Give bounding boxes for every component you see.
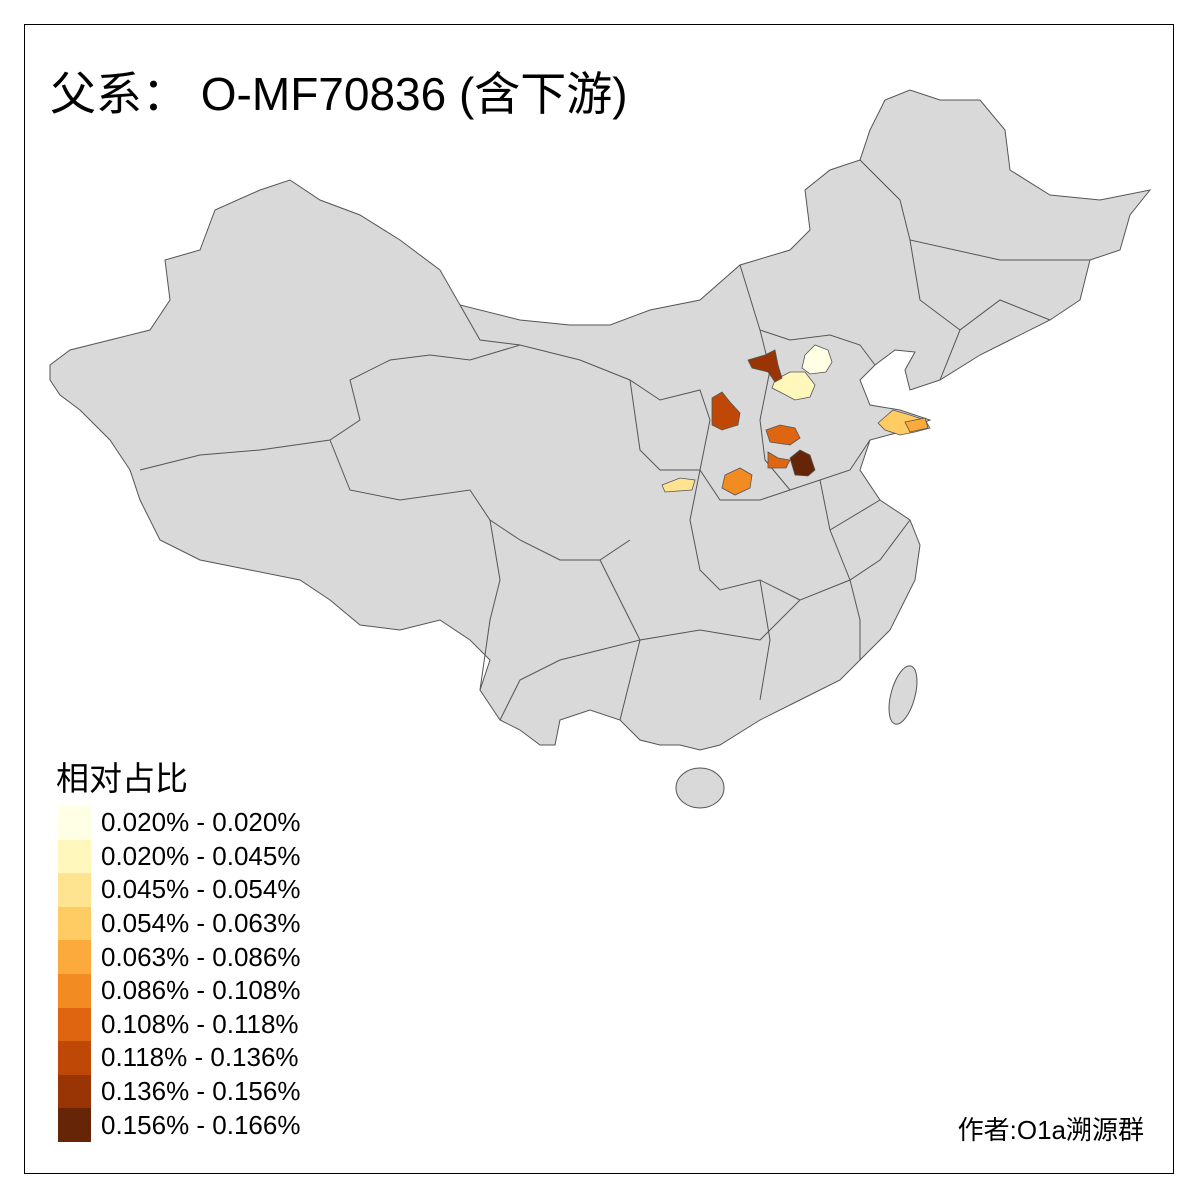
legend-swatch	[58, 906, 91, 941]
hainan-island	[675, 767, 725, 809]
legend-label: 0.156% - 0.166%	[101, 1109, 301, 1140]
highlighted-region	[765, 424, 801, 446]
highlighted-region	[904, 417, 929, 433]
legend-swatch	[58, 940, 91, 974]
legend-item: 0.108% - 0.118%	[58, 1007, 300, 1042]
highlighted-region	[747, 349, 783, 383]
legend-label: 0.136% - 0.156%	[101, 1076, 301, 1107]
legend-item: 0.020% - 0.045%	[58, 839, 301, 874]
legend-swatch	[58, 839, 91, 874]
legend-label: 0.045% - 0.054%	[101, 874, 301, 905]
legend-item: 0.118% - 0.136%	[58, 1041, 300, 1075]
legend-swatch	[58, 973, 91, 1008]
legend-label: 0.054% - 0.063%	[101, 908, 301, 939]
legend-item: 0.020% - 0.020%	[58, 806, 300, 840]
legend-label: 0.020% - 0.020%	[101, 807, 301, 838]
legend-item: 0.045% - 0.054%	[58, 873, 300, 907]
legend-title: 相对占比	[56, 760, 188, 797]
legend-item: 0.136% - 0.156%	[58, 1074, 301, 1109]
legend-swatch	[58, 1074, 91, 1109]
legend-swatch	[58, 806, 91, 840]
legend-label: 0.086% - 0.108%	[101, 975, 301, 1006]
highlighted-region	[789, 449, 816, 477]
map-base	[49, 89, 1152, 809]
highlighted-region	[661, 477, 696, 493]
legend-item: 0.086% - 0.108%	[58, 973, 301, 1008]
highlighted-region	[721, 467, 753, 496]
highlighted-region	[767, 451, 791, 469]
legend-label: 0.108% - 0.118%	[101, 1008, 299, 1039]
legend-swatch	[58, 1041, 91, 1075]
legend-item: 0.054% - 0.063%	[58, 906, 301, 941]
map-frame	[24, 24, 1174, 1174]
legend-label: 0.063% - 0.086%	[101, 941, 301, 972]
map-title: 父系： O-MF70836 (含下游)	[50, 68, 628, 120]
province-borders	[139, 159, 1090, 721]
author-credit: 作者:O1a溯源群	[957, 1115, 1144, 1145]
legend-swatch	[58, 873, 91, 907]
highlighted-regions	[661, 344, 931, 496]
legend-swatch	[58, 1007, 91, 1042]
legend-label: 0.118% - 0.136%	[101, 1042, 299, 1073]
legend: 0.020% - 0.020% 0.020% - 0.045% 0.045% - 0…	[58, 806, 300, 1142]
highlighted-region	[711, 391, 741, 431]
legend-item: 0.156% - 0.166%	[58, 1108, 300, 1142]
mainland-outline	[49, 89, 1152, 751]
legend-label: 0.020% - 0.045%	[101, 840, 301, 871]
highlighted-region	[771, 371, 816, 401]
legend-swatch	[58, 1108, 91, 1142]
taiwan-island	[888, 665, 918, 725]
highlighted-region	[801, 344, 833, 375]
legend-item: 0.063% - 0.086%	[58, 940, 300, 974]
